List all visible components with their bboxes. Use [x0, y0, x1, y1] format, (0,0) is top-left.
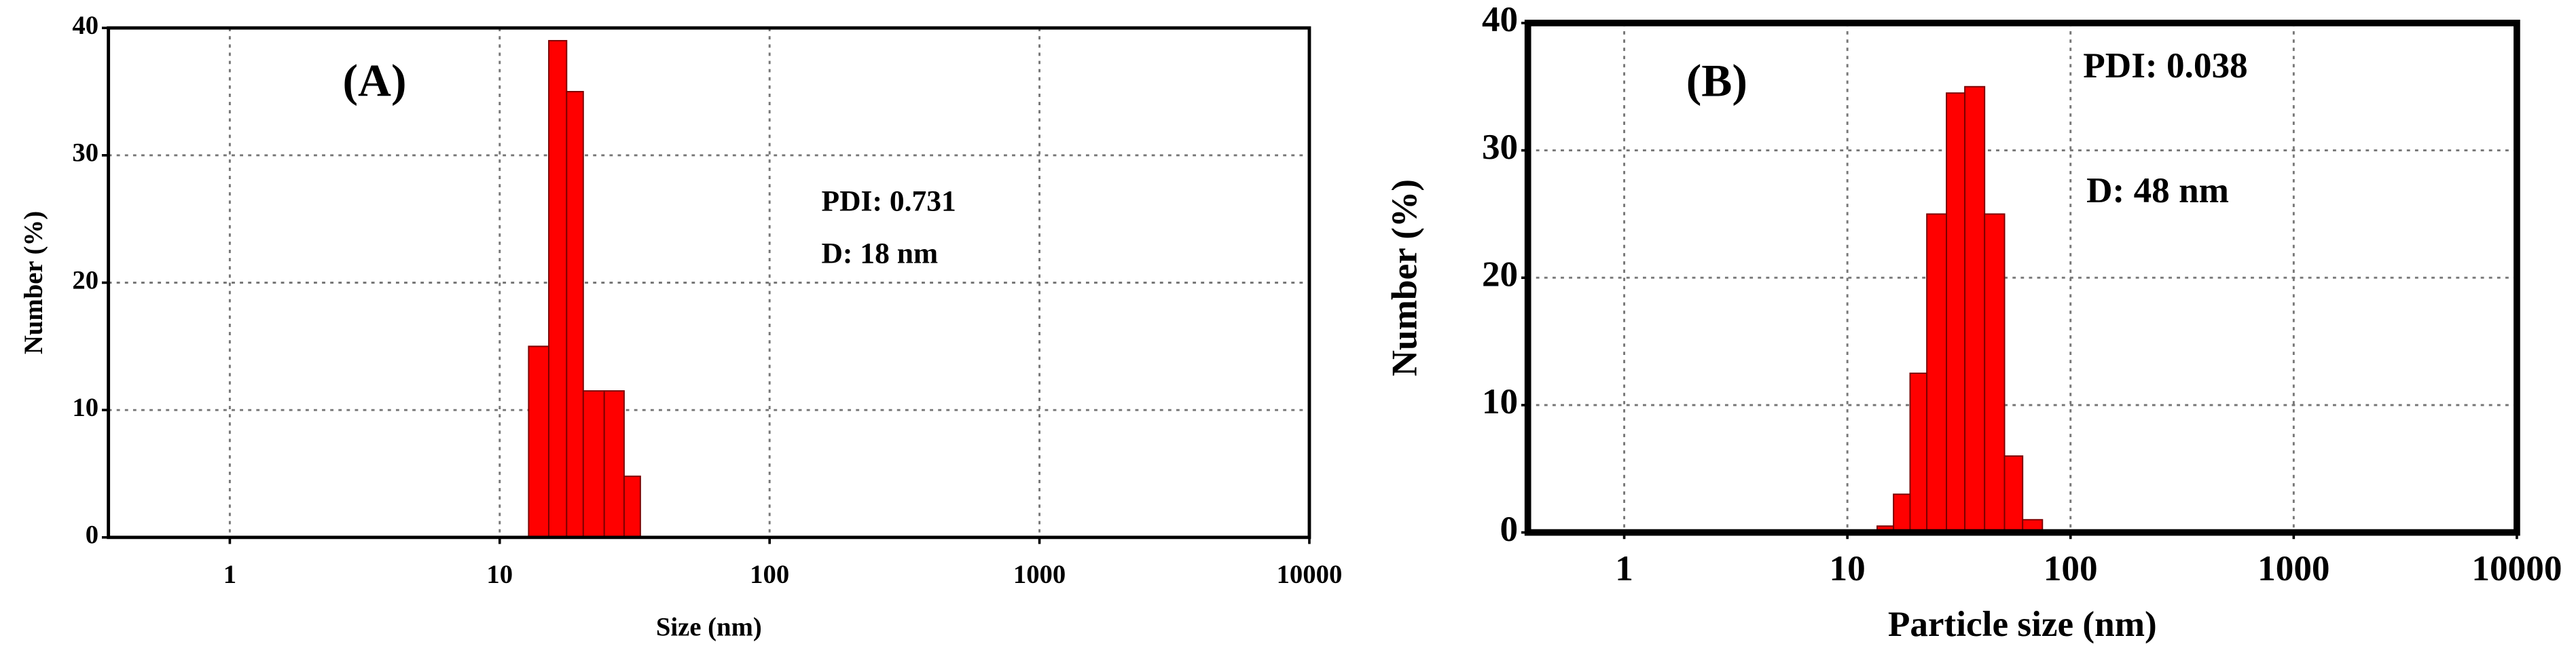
plot-frame [107, 26, 1311, 540]
bar [528, 345, 550, 538]
y-axis-label: Number (%) [19, 211, 48, 354]
y-tick-label: 30 [1482, 127, 1518, 167]
bar [1946, 92, 1966, 533]
x-tick-label: 1 [223, 560, 236, 589]
bar [1926, 213, 1948, 533]
x-tick-label: 1 [1615, 548, 1633, 588]
y-tick-label: 20 [1482, 254, 1518, 294]
x-axis-label: Size (nm) [656, 612, 762, 641]
y-tick-label: 0 [86, 521, 98, 550]
x-axis-label: Particle size (nm) [1888, 604, 2157, 644]
bar [1893, 493, 1911, 533]
y-tick-label: 30 [72, 138, 98, 168]
annotation: D: 48 nm [2086, 170, 2229, 210]
annotation: D: 18 nm [822, 238, 939, 270]
annotation: PDI: 0.731 [822, 185, 956, 217]
bar [548, 39, 568, 538]
y-tick-label: 10 [72, 393, 98, 422]
x-tick-label: 10 [1830, 548, 1866, 588]
x-tick-label: 1000 [1013, 560, 1066, 589]
bar [2003, 455, 2024, 533]
y-axis-label: Number (%) [1384, 179, 1424, 376]
annotation: (A) [343, 55, 407, 106]
y-tick-label: 0 [1500, 509, 1519, 549]
x-tick-label: 10 [486, 560, 513, 589]
x-tick-label: 10000 [2471, 548, 2562, 588]
y-tick-label: 40 [1482, 0, 1518, 39]
x-tick-label: 100 [2044, 548, 2098, 588]
bar [623, 475, 641, 538]
x-tick-label: 100 [750, 560, 789, 589]
x-tick-label: 10000 [1277, 560, 1343, 589]
annotation: (B) [1686, 55, 1747, 106]
y-tick-label: 10 [1482, 381, 1518, 421]
bar [1909, 373, 1928, 533]
x-tick-label: 1000 [2257, 548, 2329, 588]
y-tick-label: 20 [72, 265, 98, 295]
bar [566, 91, 584, 538]
bar [1964, 86, 1986, 533]
annotation: PDI: 0.038 [2083, 45, 2247, 86]
plot-frame [1524, 20, 2520, 536]
y-tick-label: 40 [72, 11, 98, 40]
bar [1984, 213, 2006, 533]
bar [603, 390, 625, 538]
bar [582, 390, 605, 538]
